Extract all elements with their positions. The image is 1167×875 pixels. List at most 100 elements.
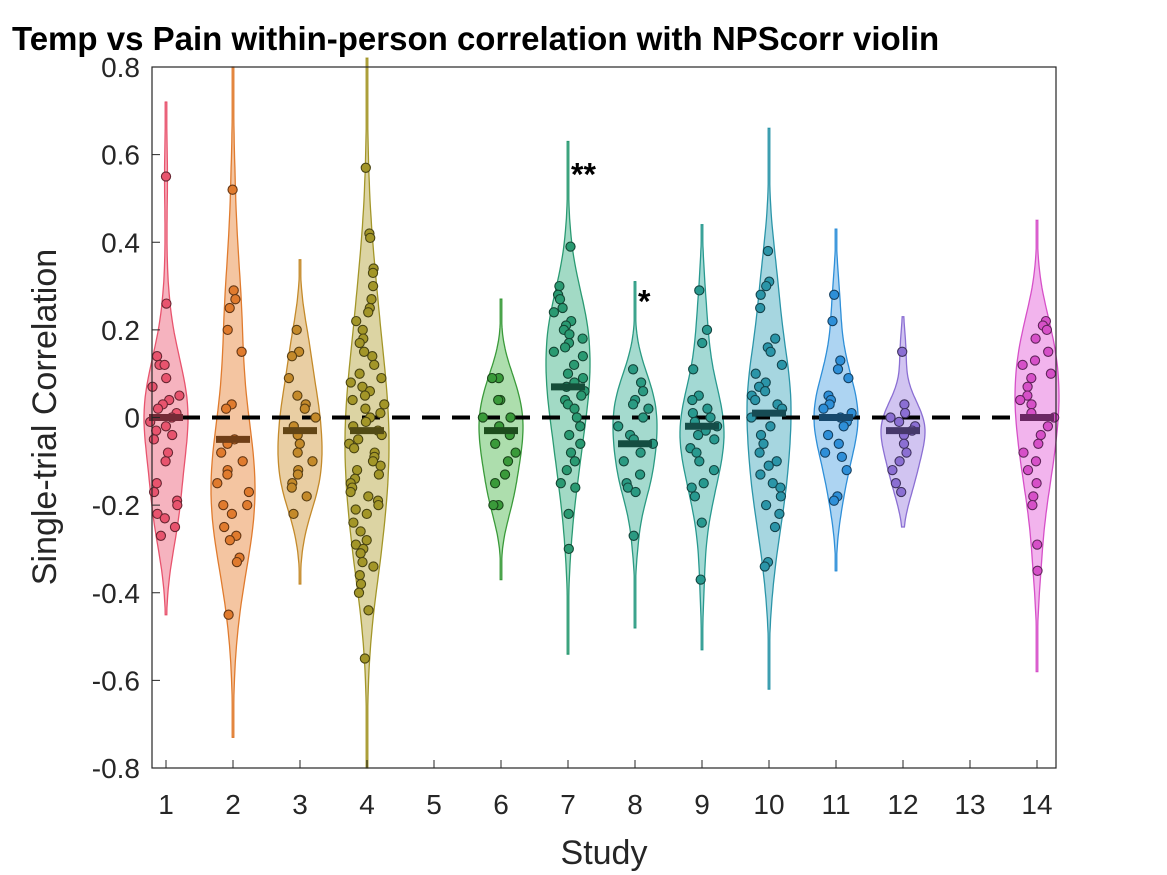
data-point-study-8 bbox=[637, 412, 649, 423]
significance-annotations: *** bbox=[571, 156, 651, 319]
data-point-study-8 bbox=[613, 421, 624, 432]
data-point-study-9 bbox=[692, 429, 704, 441]
data-point-study-10 bbox=[770, 333, 781, 344]
data-point-study-10 bbox=[758, 438, 769, 449]
y-tick-label: 0.2 bbox=[101, 315, 140, 346]
data-point-study-3 bbox=[307, 456, 318, 467]
data-point-study-4 bbox=[354, 368, 365, 379]
data-point-study-6 bbox=[505, 412, 516, 423]
data-point-study-4 bbox=[361, 508, 372, 520]
data-point-study-1 bbox=[161, 298, 172, 309]
data-point-study-8 bbox=[635, 377, 647, 388]
data-point-study-1 bbox=[151, 425, 162, 436]
data-point-study-2 bbox=[226, 508, 238, 520]
y-tick-label: -0.2 bbox=[92, 490, 140, 521]
x-axis-ticks: 1 2 3 4 5 6 7 8 9 10 11 12 13 14 bbox=[158, 760, 1053, 820]
data-point-study-12 bbox=[899, 407, 911, 419]
data-point-study-11 bbox=[822, 429, 834, 441]
data-point-study-14 bbox=[1022, 381, 1033, 392]
data-point-study-2 bbox=[242, 499, 253, 511]
data-point-study-12 bbox=[890, 478, 902, 489]
data-point-study-1 bbox=[172, 499, 183, 511]
data-point-study-9 bbox=[708, 464, 720, 476]
data-point-study-7 bbox=[569, 403, 580, 414]
data-point-study-14 bbox=[1018, 447, 1029, 458]
data-point-study-14 bbox=[1017, 359, 1028, 371]
data-point-study-10 bbox=[769, 521, 781, 533]
x-tick-label: 9 bbox=[694, 789, 710, 820]
data-point-study-4 bbox=[365, 232, 376, 244]
data-point-study-10 bbox=[765, 346, 776, 357]
data-point-study-1 bbox=[160, 171, 172, 182]
data-point-study-4 bbox=[348, 517, 359, 528]
data-point-study-12 bbox=[885, 412, 896, 423]
x-tick-label: 7 bbox=[560, 789, 576, 820]
data-point-study-10 bbox=[763, 460, 774, 471]
x-tick-label: 4 bbox=[359, 789, 375, 820]
data-point-study-7 bbox=[548, 346, 560, 357]
data-point-study-10 bbox=[750, 368, 761, 379]
y-tick-label: 0.6 bbox=[101, 140, 140, 171]
data-point-study-8 bbox=[622, 482, 634, 493]
data-point-study-10 bbox=[775, 482, 786, 493]
data-point-study-11 bbox=[818, 403, 829, 414]
data-point-study-4 bbox=[360, 416, 372, 428]
data-point-study-2 bbox=[231, 556, 243, 568]
data-point-study-12 bbox=[898, 438, 910, 449]
data-point-study-11 bbox=[832, 364, 844, 375]
data-point-study-1 bbox=[160, 456, 171, 467]
data-point-study-1 bbox=[152, 403, 164, 414]
data-point-study-2 bbox=[224, 535, 236, 546]
data-point-study-14 bbox=[1031, 478, 1042, 489]
y-tick-label: 0.4 bbox=[101, 227, 140, 258]
data-point-study-14 bbox=[1042, 421, 1054, 432]
data-point-study-2 bbox=[237, 456, 248, 467]
y-axis-label: Single-trial Correlation bbox=[26, 249, 64, 585]
data-point-study-1 bbox=[159, 513, 170, 524]
data-point-study-4 bbox=[379, 399, 390, 410]
x-tick-label: 8 bbox=[627, 789, 643, 820]
data-point-study-6 bbox=[490, 438, 501, 449]
data-point-study-11 bbox=[838, 421, 849, 432]
data-point-study-1 bbox=[161, 372, 172, 384]
data-point-study-4 bbox=[367, 351, 378, 362]
data-point-study-7 bbox=[564, 329, 575, 340]
data-point-study-9 bbox=[694, 456, 705, 467]
data-point-study-10 bbox=[774, 508, 785, 520]
data-point-study-3 bbox=[301, 491, 312, 502]
data-point-study-11 bbox=[833, 438, 844, 449]
data-point-study-12 bbox=[887, 464, 898, 476]
x-tick-label: 6 bbox=[493, 789, 509, 820]
data-point-study-9 bbox=[696, 517, 707, 528]
data-point-study-12 bbox=[893, 416, 905, 428]
data-point-study-8 bbox=[627, 364, 639, 375]
data-point-study-14 bbox=[1028, 491, 1039, 502]
data-point-study-6 bbox=[510, 447, 521, 458]
data-point-study-9 bbox=[687, 394, 698, 406]
data-point-study-12 bbox=[894, 456, 905, 467]
data-point-study-4 bbox=[354, 337, 365, 349]
data-point-study-4 bbox=[350, 504, 361, 515]
data-point-study-1 bbox=[160, 421, 172, 432]
data-point-study-4 bbox=[357, 556, 368, 568]
data-point-study-2 bbox=[218, 499, 229, 511]
data-point-study-4 bbox=[361, 535, 372, 546]
y-tick-label: -0.6 bbox=[92, 665, 140, 696]
data-point-study-9 bbox=[701, 324, 713, 336]
data-point-study-4 bbox=[353, 434, 364, 445]
data-point-study-3 bbox=[286, 351, 298, 362]
data-point-study-9 bbox=[688, 364, 699, 375]
data-point-study-10 bbox=[775, 491, 787, 502]
data-point-study-3 bbox=[292, 447, 303, 458]
data-point-study-7 bbox=[570, 482, 581, 493]
data-point-study-6 bbox=[488, 499, 499, 511]
y-tick-label: -0.4 bbox=[92, 578, 140, 609]
data-point-study-10 bbox=[776, 359, 788, 371]
y-tick-label: 0.8 bbox=[101, 52, 140, 83]
data-point-study-4 bbox=[360, 403, 371, 414]
data-point-study-7 bbox=[559, 342, 571, 353]
data-point-study-3 bbox=[288, 508, 299, 520]
data-point-study-12 bbox=[901, 447, 912, 458]
data-point-study-7 bbox=[564, 429, 575, 441]
data-point-study-14 bbox=[1026, 372, 1037, 384]
